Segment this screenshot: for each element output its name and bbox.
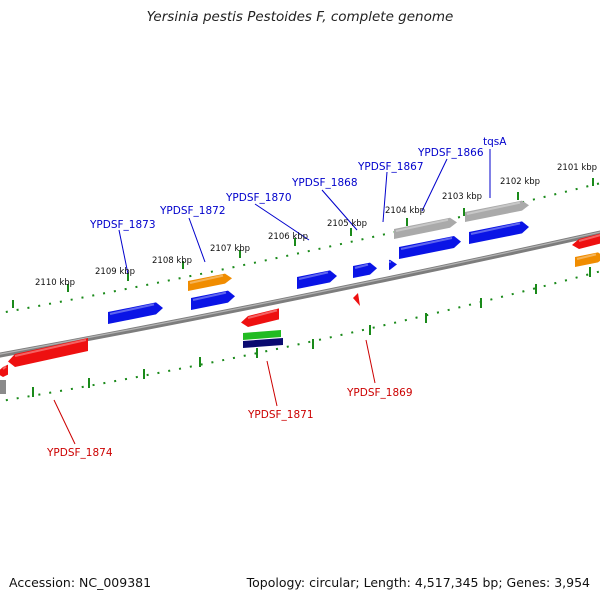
kbp-label: 2102 kbp xyxy=(500,177,540,187)
kbp-label: 2101 kbp xyxy=(557,163,597,173)
gene-features xyxy=(0,200,600,394)
gene-gray xyxy=(394,217,457,239)
gene-label-ypdsf_1870: YPDSF_1870 xyxy=(225,192,292,204)
gene-forward xyxy=(353,262,377,278)
kbp-label: 2108 kbp xyxy=(152,256,192,266)
gene-reverse xyxy=(241,308,279,327)
gene-highlight xyxy=(578,234,600,242)
kbp-label: 2103 kbp xyxy=(442,192,482,202)
gene-label-ypdsf_1874: YPDSF_1874 xyxy=(46,447,113,459)
gene-highlight xyxy=(354,263,369,269)
kbp-label: 2109 kbp xyxy=(95,267,135,277)
gene-highlight xyxy=(192,291,227,301)
kbp-label: 2110 kbp xyxy=(35,278,75,288)
gene-label-ypdsf_1872: YPDSF_1872 xyxy=(159,205,226,217)
gene-reverse xyxy=(0,364,8,377)
gene-highlight xyxy=(400,237,453,250)
gene-label-ypdsf_1868: YPDSF_1868 xyxy=(291,177,358,189)
gene-navy xyxy=(243,338,283,348)
gene-label-ypdsf_1869: YPDSF_1869 xyxy=(346,387,413,399)
kbp-labels: 2101 kbp 2102 kbp 2103 kbp 2104 kbp 2105 kbp… xyxy=(35,163,597,288)
gene-highlight xyxy=(189,274,224,284)
gene-forward xyxy=(399,236,461,259)
upper-tick-ring xyxy=(0,182,600,315)
gene-highlight xyxy=(395,218,449,232)
leader-line xyxy=(382,171,388,223)
gene-forward xyxy=(191,290,235,310)
gene-forward xyxy=(108,302,163,324)
genome-summary: Topology: circular; Length: 4,517,345 bp… xyxy=(246,575,590,590)
label-leader-lines xyxy=(53,149,491,445)
leader-line xyxy=(118,229,129,275)
leader-line xyxy=(321,189,358,231)
gene-highlight xyxy=(298,271,329,280)
gene-highlight xyxy=(470,222,521,235)
gene-green xyxy=(243,330,281,340)
gene-forward xyxy=(389,259,397,270)
leader-line xyxy=(421,158,448,212)
leader-line xyxy=(365,339,376,384)
gene-highlight xyxy=(2,365,7,370)
gene-highlight xyxy=(14,339,87,357)
gene-forward xyxy=(469,221,529,244)
gene-label-ypdsf_1871: YPDSF_1871 xyxy=(247,409,314,421)
gene-orange xyxy=(575,252,600,267)
gene-label-ypdsf_1866: YPDSF_1866 xyxy=(417,147,484,159)
gene-gray-edge xyxy=(0,380,6,394)
gene-highlight xyxy=(247,309,278,319)
gene-forward xyxy=(297,270,337,289)
leader-line xyxy=(188,217,206,263)
kbp-label: 2106 kbp xyxy=(268,232,308,242)
kbp-label: 2107 kbp xyxy=(210,244,250,254)
gene-reverse-small xyxy=(353,293,360,306)
gene-label-ypdsf_1867: YPDSF_1867 xyxy=(357,161,424,173)
gene-reverse xyxy=(8,338,88,367)
kbp-label: 2104 kbp xyxy=(385,206,425,216)
major-ticks xyxy=(12,178,594,397)
leader-line xyxy=(254,203,310,241)
kbp-label: 2105 kbp xyxy=(327,219,367,229)
leader-line xyxy=(53,399,76,445)
gene-gray xyxy=(465,200,529,222)
genome-backbone-highlight xyxy=(0,231,600,355)
gene-label-tqsa: tqsA xyxy=(483,136,507,148)
map-title: Yersinia pestis Pestoides F, complete ge… xyxy=(146,9,454,25)
gene-highlight xyxy=(109,303,155,315)
gene-highlight xyxy=(466,201,521,215)
gene-reverse xyxy=(572,233,600,249)
accession-text: Accession: NC_009381 xyxy=(9,575,152,590)
leader-line xyxy=(266,360,278,407)
gene-highlight xyxy=(576,253,597,260)
gene-label-ypdsf_1873: YPDSF_1873 xyxy=(89,219,156,231)
gene-orange xyxy=(188,273,232,291)
